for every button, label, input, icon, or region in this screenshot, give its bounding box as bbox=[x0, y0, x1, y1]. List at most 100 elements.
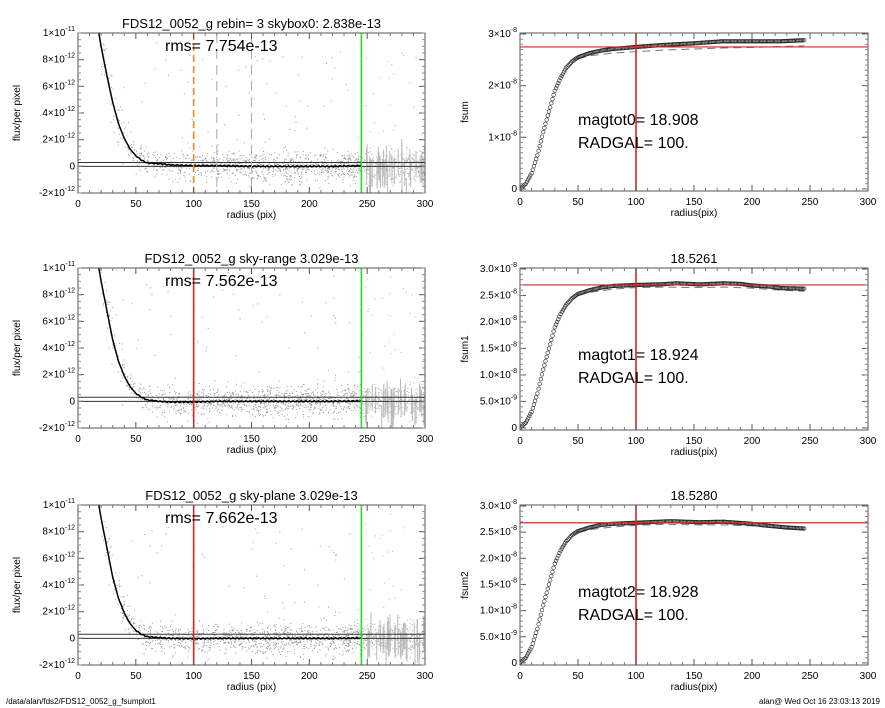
scatter-point bbox=[363, 167, 365, 169]
scatter-point bbox=[296, 154, 298, 156]
scatter-point bbox=[393, 333, 395, 335]
y-tick-exponent: -12 bbox=[65, 186, 75, 193]
scatter-point bbox=[180, 403, 182, 405]
scatter-point bbox=[259, 397, 261, 399]
scatter-point bbox=[147, 156, 149, 158]
scatter-point bbox=[287, 397, 289, 399]
scatter-point bbox=[155, 650, 157, 652]
scatter-point bbox=[175, 398, 177, 400]
scatter-point bbox=[400, 164, 402, 166]
scatter-point bbox=[352, 402, 354, 403]
scatter-point bbox=[362, 391, 364, 393]
y-tick-label: 2.0×10-8 bbox=[480, 315, 517, 328]
scatter-point bbox=[373, 401, 375, 403]
scatter-point bbox=[244, 194, 245, 195]
scatter-point bbox=[339, 51, 341, 53]
scatter-point bbox=[216, 624, 218, 626]
scatter-point bbox=[382, 397, 384, 399]
scatter-point bbox=[334, 657, 336, 659]
scatter-point bbox=[259, 415, 260, 417]
scatter-point bbox=[156, 170, 158, 171]
scatter-point bbox=[418, 161, 420, 163]
scatter-point bbox=[344, 163, 346, 164]
scatter-point bbox=[117, 355, 119, 357]
scatter-point bbox=[285, 406, 287, 408]
scatter-point bbox=[421, 384, 423, 385]
scatter-point bbox=[277, 413, 279, 415]
scatter-point bbox=[297, 386, 299, 388]
scatter-point bbox=[402, 158, 404, 160]
scatter-point bbox=[415, 391, 417, 393]
scatter-point bbox=[410, 641, 412, 643]
scatter-point bbox=[399, 168, 400, 169]
scatter-point bbox=[232, 636, 233, 637]
scatter-point bbox=[305, 170, 307, 171]
scatter-point bbox=[373, 160, 374, 162]
scatter-point bbox=[211, 402, 212, 404]
scatter-point bbox=[363, 163, 365, 165]
scatter-point bbox=[252, 177, 254, 179]
scatter-point bbox=[278, 631, 280, 633]
scatter-point bbox=[316, 402, 318, 404]
scatter-point bbox=[384, 159, 386, 161]
scatter-point bbox=[243, 142, 245, 144]
scatter-point bbox=[188, 157, 190, 159]
scatter-point bbox=[315, 174, 317, 176]
scatter-point bbox=[84, 156, 85, 157]
scatter-point bbox=[373, 636, 374, 638]
scatter-point bbox=[121, 123, 123, 125]
scatter-point bbox=[126, 385, 128, 387]
y-tick-label: -2×10-12 bbox=[39, 421, 75, 434]
scatter-point bbox=[422, 149, 424, 151]
scatter-point bbox=[218, 173, 220, 175]
scatter-point bbox=[315, 389, 317, 391]
scatter-point bbox=[260, 407, 261, 408]
scatter-point bbox=[406, 402, 408, 404]
scatter-point bbox=[403, 158, 405, 160]
scatter-point bbox=[128, 153, 129, 155]
scatter-point bbox=[89, 181, 90, 182]
scatter-point bbox=[222, 395, 224, 397]
scatter-point bbox=[304, 166, 306, 168]
scatter-point bbox=[422, 48, 424, 50]
scatter-point bbox=[157, 154, 159, 155]
scatter-point bbox=[272, 400, 274, 402]
scatter-point bbox=[386, 380, 388, 382]
scatter-point bbox=[365, 618, 367, 620]
scatter-point bbox=[398, 175, 400, 177]
plot-area bbox=[520, 33, 868, 191]
scatter-point bbox=[356, 402, 358, 404]
scatter-point bbox=[270, 387, 272, 389]
scatter-point bbox=[122, 163, 124, 165]
scatter-point bbox=[234, 163, 236, 165]
scatter-point bbox=[206, 170, 208, 172]
scatter-point bbox=[347, 166, 349, 168]
scatter-point bbox=[318, 643, 320, 645]
scatter-point bbox=[256, 409, 258, 411]
scatter-point bbox=[378, 133, 380, 135]
scatter-point bbox=[349, 637, 351, 638]
scatter-point bbox=[185, 641, 187, 643]
scatter-point bbox=[130, 152, 132, 154]
scatter-point bbox=[367, 173, 369, 175]
scatter-point bbox=[322, 406, 324, 408]
scatter-point bbox=[288, 178, 290, 180]
scatter-point bbox=[391, 148, 393, 150]
scatter-point bbox=[331, 658, 333, 660]
scatter-point bbox=[172, 398, 174, 400]
scatter-point bbox=[420, 634, 422, 636]
scatter-point bbox=[312, 391, 314, 393]
scatter-point bbox=[257, 386, 259, 388]
scatter-point bbox=[168, 152, 170, 154]
scatter-point bbox=[401, 387, 403, 388]
scatter-point bbox=[233, 160, 235, 162]
scatter-point bbox=[170, 407, 172, 408]
scatter-point bbox=[169, 629, 171, 631]
scatter-point bbox=[178, 396, 180, 397]
scatter-point bbox=[346, 170, 348, 172]
scatter-point bbox=[408, 156, 410, 158]
scatter-point bbox=[290, 161, 291, 163]
scatter-point bbox=[376, 408, 378, 410]
scatter-point bbox=[290, 640, 292, 641]
scatter-point bbox=[143, 399, 145, 401]
